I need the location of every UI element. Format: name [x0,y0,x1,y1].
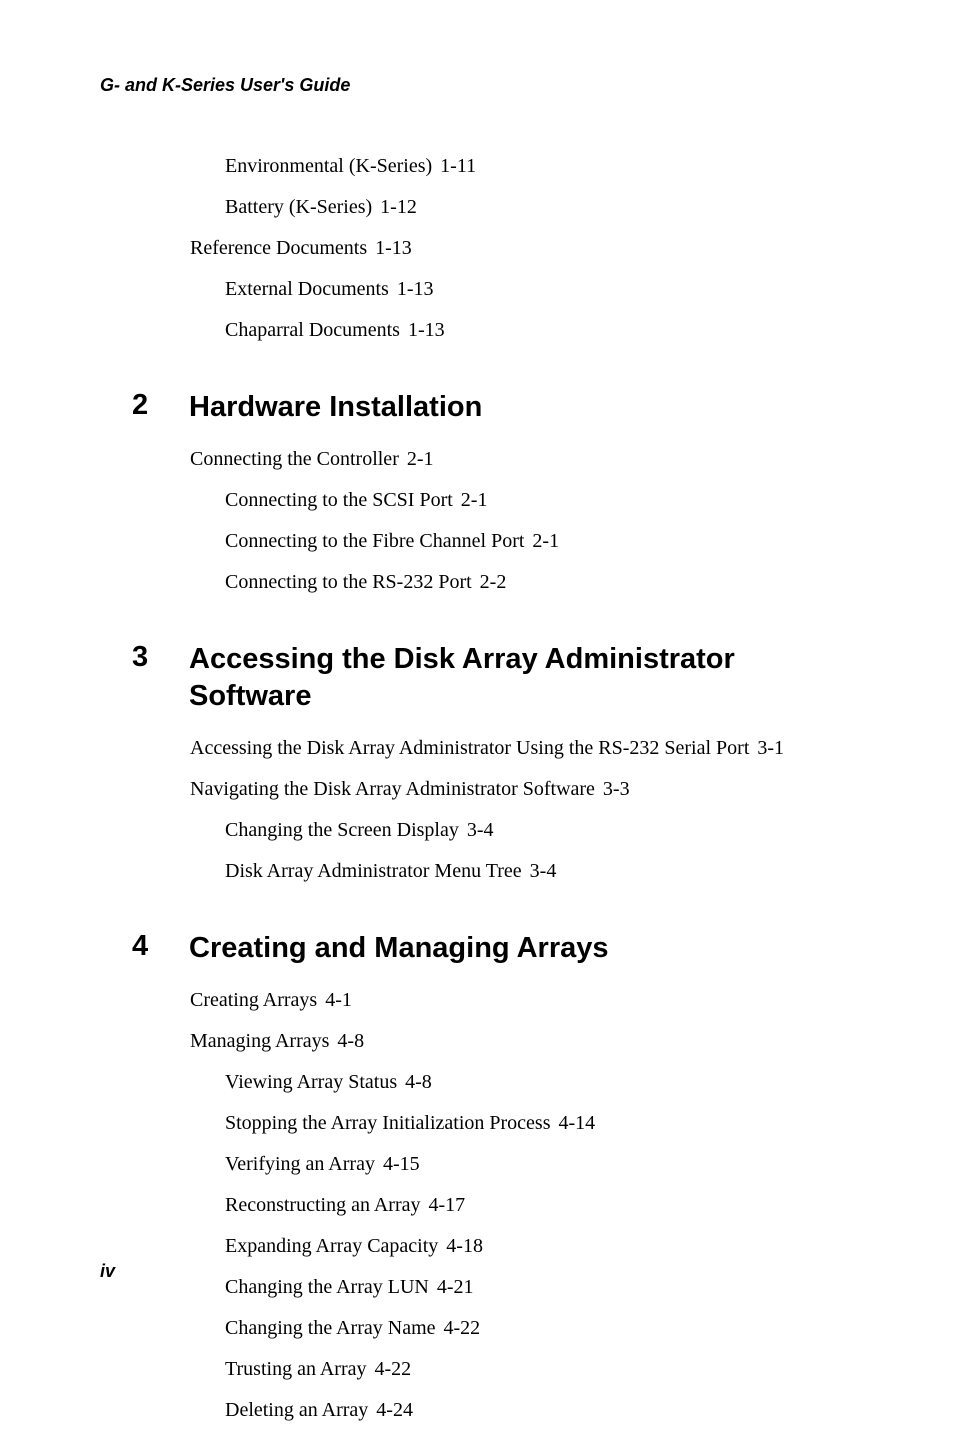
toc-entry[interactable]: Managing Arrays 4-8 [190,1021,854,1062]
toc-entry-page: 1-13 [375,237,412,259]
toc-entry-page: 3-1 [757,737,784,759]
toc-entry-page: 4-18 [446,1235,483,1257]
chapter-title: Creating and Managing Arrays [189,930,609,966]
toc-entry-text: External Documents [225,278,389,300]
toc-entry[interactable]: Deleting an Array 4-24 [225,1390,854,1431]
toc-entry-page: 1-12 [380,196,417,218]
toc-entry-text: Accessing the Disk Array Administrator U… [190,737,749,759]
toc-entry[interactable]: Changing the Array Name 4-22 [225,1308,854,1349]
page-number: iv [100,1261,115,1282]
toc-entry-page: 4-14 [559,1112,596,1134]
toc-entry-text: Verifying an Array [225,1153,375,1175]
chapter-title: Accessing the Disk Array Administrator S… [189,641,849,714]
toc-entry-text: Navigating the Disk Array Administrator … [190,778,595,800]
toc-entry-text: Trusting an Array [225,1358,366,1380]
toc-entry-page: 4-22 [374,1358,411,1380]
toc-entry-text: Deleting an Array [225,1399,368,1421]
toc-entry-text: Reference Documents [190,237,367,259]
toc-entry[interactable]: Verifying an Array 4-15 [225,1144,854,1185]
toc-entry[interactable]: Trusting an Array 4-22 [225,1349,854,1390]
toc-entry[interactable]: Battery (K-Series) 1-12 [225,187,854,228]
toc-entry-text: Battery (K-Series) [225,196,372,218]
toc-entry-text: Reconstructing an Array [225,1194,421,1216]
toc-entry-text: Expanding Array Capacity [225,1235,438,1257]
toc-entry-page: 1-11 [440,155,476,177]
chapter-heading[interactable]: 3Accessing the Disk Array Administrator … [100,641,854,714]
toc-entry-text: Environmental (K-Series) [225,155,432,177]
toc-entry[interactable]: Connecting to the Fibre Channel Port 2-1 [225,521,854,562]
toc-entry-page: 4-8 [337,1030,364,1052]
toc-entry[interactable]: Environmental (K-Series) 1-11 [225,146,854,187]
toc-entry[interactable]: Reference Documents 1-13 [190,228,854,269]
toc-entry-page: 4-15 [383,1153,420,1175]
toc-entry-text: Creating Arrays [190,989,317,1011]
toc-entry-text: Changing the Array LUN [225,1276,429,1298]
chapter-number: 4 [132,930,189,963]
toc-entry[interactable]: Connecting to the SCSI Port 2-1 [225,480,854,521]
toc-entry-text: Viewing Array Status [225,1071,397,1093]
toc-entry-page: 4-24 [376,1399,413,1421]
toc-entry-page: 2-1 [407,448,434,470]
toc-entry[interactable]: Chaparral Documents 1-13 [225,310,854,351]
toc-entry[interactable]: Changing the Array LUN 4-21 [225,1267,854,1308]
toc-entry-text: Changing the Array Name [225,1317,436,1339]
toc-entry-page: 2-2 [480,571,507,593]
toc-entry-text: Connecting to the Fibre Channel Port [225,530,524,552]
toc-entry[interactable]: Stopping the Array Initialization Proces… [225,1103,854,1144]
toc-entry-text: Changing the Screen Display [225,819,459,841]
toc-entry[interactable]: Disk Array Administrator Menu Tree 3-4 [225,851,854,892]
toc-entry[interactable]: External Documents 1-13 [225,269,854,310]
toc-entry-text: Connecting to the RS-232 Port [225,571,472,593]
toc-entry-page: 4-8 [405,1071,432,1093]
chapter-heading[interactable]: 4Creating and Managing Arrays [100,930,854,966]
toc-page: G- and K-Series User's Guide Environment… [0,0,954,1431]
toc-entry-page: 4-22 [444,1317,481,1339]
toc-entry-page: 3-4 [467,819,494,841]
toc-entry-text: Connecting to the SCSI Port [225,489,453,511]
toc-entry[interactable]: Connecting to the RS-232 Port 2-2 [225,562,854,603]
chapter-number: 2 [132,389,189,422]
toc-entry-text: Managing Arrays [190,1030,329,1052]
chapter-title: Hardware Installation [189,389,482,425]
toc-entry-page: 1-13 [397,278,434,300]
toc-entry[interactable]: Connecting the Controller 2-1 [190,439,854,480]
running-header: G- and K-Series User's Guide [100,75,854,96]
toc-top-block: Environmental (K-Series) 1-11 Battery (K-S… [100,146,854,351]
chapter-number: 3 [132,641,189,674]
toc-chapters-block: 2Hardware Installation Connecting the Con… [100,389,854,1431]
toc-entry-page: 4-17 [429,1194,466,1216]
chapter-heading[interactable]: 2Hardware Installation [100,389,854,425]
toc-entry-page: 4-21 [437,1276,474,1298]
toc-entry[interactable]: Viewing Array Status 4-8 [225,1062,854,1103]
toc-entry-text: Disk Array Administrator Menu Tree [225,860,522,882]
toc-entry[interactable]: Expanding Array Capacity 4-18 [225,1226,854,1267]
toc-entry-page: 4-1 [325,989,352,1011]
toc-entry-page: 1-13 [408,319,445,341]
toc-entry-page: 3-4 [530,860,557,882]
toc-entry[interactable]: Reconstructing an Array 4-17 [225,1185,854,1226]
toc-entry-page: 3-3 [603,778,630,800]
toc-entry-text: Chaparral Documents [225,319,400,341]
toc-entry-text: Stopping the Array Initialization Proces… [225,1112,551,1134]
toc-entry[interactable]: Changing the Screen Display 3-4 [225,810,854,851]
toc-entry[interactable]: Navigating the Disk Array Administrator … [190,769,854,810]
toc-entry-page: 2-1 [461,489,488,511]
toc-entry[interactable]: Accessing the Disk Array Administrator U… [190,728,854,769]
toc-entry-text: Connecting the Controller [190,448,399,470]
toc-entry[interactable]: Creating Arrays 4-1 [190,980,854,1021]
toc-entry-page: 2-1 [532,530,559,552]
